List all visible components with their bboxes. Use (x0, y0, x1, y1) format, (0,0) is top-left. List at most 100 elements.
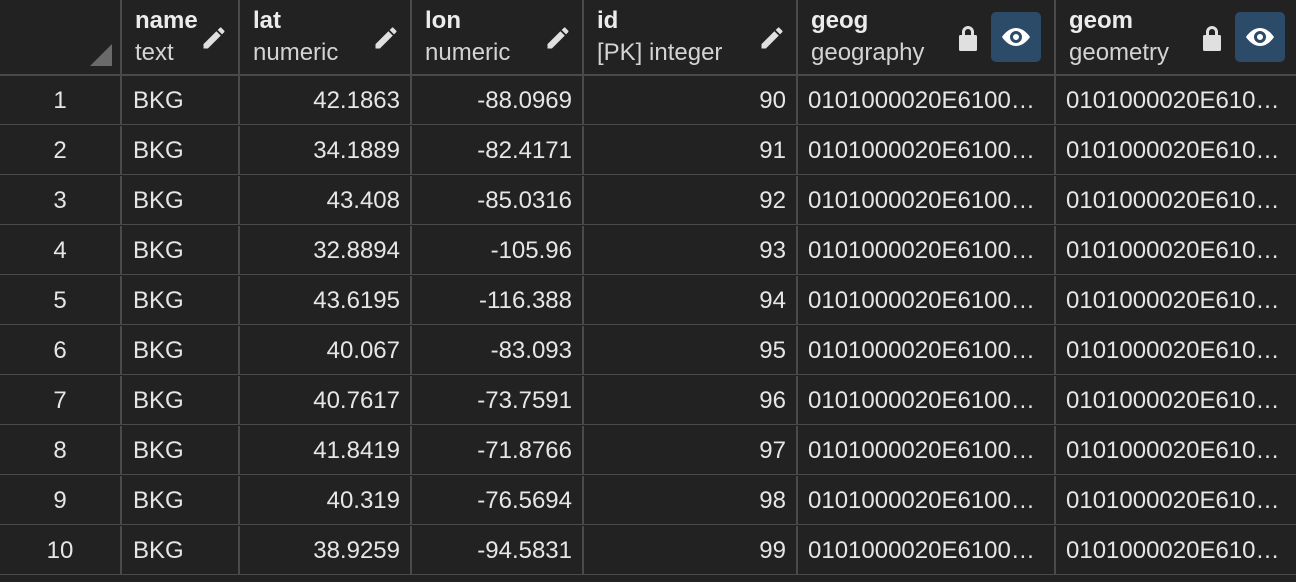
row-number[interactable]: 9 (0, 476, 122, 525)
cell-geom[interactable]: 0101000020E6100… (1056, 526, 1296, 575)
edit-pencil-icon[interactable] (544, 24, 572, 52)
column-name-label: lat (253, 7, 282, 34)
column-name-label: geog (811, 7, 869, 34)
cell-lon[interactable]: -116.388 (412, 276, 584, 325)
cell-id[interactable]: 97 (584, 426, 798, 475)
view-data-button[interactable] (1235, 12, 1285, 62)
column-name-label: id (597, 7, 619, 34)
cell-id[interactable]: 91 (584, 126, 798, 175)
select-all-triangle-icon (90, 44, 112, 66)
cell-name[interactable]: BKG (122, 526, 240, 575)
cell-geog[interactable]: 0101000020E61000… (798, 276, 1056, 325)
cell-geog[interactable]: 0101000020E61000… (798, 376, 1056, 425)
cell-name[interactable]: BKG (122, 76, 240, 125)
cell-geom[interactable]: 0101000020E6100… (1056, 476, 1296, 525)
cell-id[interactable]: 90 (584, 76, 798, 125)
row-number[interactable]: 7 (0, 376, 122, 425)
eye-icon (1246, 28, 1274, 46)
cell-name[interactable]: BKG (122, 376, 240, 425)
cell-id[interactable]: 95 (584, 326, 798, 375)
column-header-geog[interactable]: geog geography (798, 0, 1056, 76)
cell-id[interactable]: 93 (584, 226, 798, 275)
cell-lat[interactable]: 32.8894 (240, 226, 412, 275)
cell-geom[interactable]: 0101000020E6100… (1056, 176, 1296, 225)
column-type-label: geography (811, 39, 925, 66)
cell-geom[interactable]: 0101000020E6100… (1056, 326, 1296, 375)
column-header-id[interactable]: id [PK] integer (584, 0, 798, 76)
cell-name[interactable]: BKG (122, 276, 240, 325)
cell-id[interactable]: 99 (584, 526, 798, 575)
row-number[interactable]: 6 (0, 326, 122, 375)
cell-lat[interactable]: 40.067 (240, 326, 412, 375)
cell-lon[interactable]: -94.5831 (412, 526, 584, 575)
row-number[interactable]: 3 (0, 176, 122, 225)
column-name-label: lon (425, 7, 461, 34)
cell-id[interactable]: 98 (584, 476, 798, 525)
cell-geom[interactable]: 0101000020E6100… (1056, 226, 1296, 275)
lock-icon (1203, 26, 1221, 51)
cell-id[interactable]: 92 (584, 176, 798, 225)
column-header-lon[interactable]: lon numeric (412, 0, 584, 76)
column-header-lat[interactable]: lat numeric (240, 0, 412, 76)
cell-geom[interactable]: 0101000020E6100… (1056, 376, 1296, 425)
cell-geog[interactable]: 0101000020E61000… (798, 126, 1056, 175)
cell-lat[interactable]: 41.8419 (240, 426, 412, 475)
cell-lat[interactable]: 43.408 (240, 176, 412, 225)
cell-lon[interactable]: -88.0969 (412, 76, 584, 125)
cell-geog[interactable]: 0101000020E61000… (798, 226, 1056, 275)
row-number[interactable]: 2 (0, 126, 122, 175)
view-data-button[interactable] (991, 12, 1041, 62)
cell-id[interactable]: 94 (584, 276, 798, 325)
column-header-geom[interactable]: geom geometry (1056, 0, 1296, 76)
column-type-label: numeric (253, 39, 339, 66)
cell-geom[interactable]: 0101000020E6100… (1056, 76, 1296, 125)
cell-lat[interactable]: 43.6195 (240, 276, 412, 325)
row-number[interactable]: 8 (0, 426, 122, 475)
cell-geom[interactable]: 0101000020E6100… (1056, 426, 1296, 475)
cell-geog[interactable]: 0101000020E61000… (798, 176, 1056, 225)
cell-lat[interactable]: 42.1863 (240, 76, 412, 125)
cell-lat[interactable]: 40.7617 (240, 376, 412, 425)
row-number[interactable]: 10 (0, 526, 122, 575)
cell-geog[interactable]: 0101000020E61000… (798, 426, 1056, 475)
eye-icon (1002, 28, 1030, 46)
column-header-name[interactable]: name text (122, 0, 240, 76)
cell-name[interactable]: BKG (122, 226, 240, 275)
cell-geom[interactable]: 0101000020E6100… (1056, 126, 1296, 175)
cell-name[interactable]: BKG (122, 326, 240, 375)
cell-lat[interactable]: 40.319 (240, 476, 412, 525)
cell-lon[interactable]: -71.8766 (412, 426, 584, 475)
cell-lon[interactable]: -73.7591 (412, 376, 584, 425)
cell-lat[interactable]: 34.1889 (240, 126, 412, 175)
column-type-label: geometry (1069, 39, 1170, 66)
cell-lat[interactable]: 38.9259 (240, 526, 412, 575)
column-type-label: [PK] integer (597, 39, 723, 66)
row-number[interactable]: 5 (0, 276, 122, 325)
edit-pencil-icon[interactable] (200, 24, 228, 52)
lock-icon (959, 26, 977, 51)
select-all-corner[interactable] (0, 0, 122, 76)
row-number[interactable]: 1 (0, 76, 122, 125)
cell-lon[interactable]: -85.0316 (412, 176, 584, 225)
cell-geom[interactable]: 0101000020E6100… (1056, 276, 1296, 325)
cell-geog[interactable]: 0101000020E61000… (798, 76, 1056, 125)
cell-lon[interactable]: -82.4171 (412, 126, 584, 175)
cell-name[interactable]: BKG (122, 126, 240, 175)
cell-id[interactable]: 96 (584, 376, 798, 425)
column-type-label: numeric (425, 39, 511, 66)
row-number[interactable]: 4 (0, 226, 122, 275)
edit-pencil-icon[interactable] (758, 24, 786, 52)
cell-lon[interactable]: -76.5694 (412, 476, 584, 525)
cell-lon[interactable]: -83.093 (412, 326, 584, 375)
cell-geog[interactable]: 0101000020E61000… (798, 526, 1056, 575)
cell-name[interactable]: BKG (122, 426, 240, 475)
column-name-label: name (135, 7, 198, 34)
cell-geog[interactable]: 0101000020E61000… (798, 326, 1056, 375)
column-name-label: geom (1069, 7, 1134, 34)
edit-pencil-icon[interactable] (372, 24, 400, 52)
cell-lon[interactable]: -105.96 (412, 226, 584, 275)
cell-name[interactable]: BKG (122, 176, 240, 225)
cell-geog[interactable]: 0101000020E61000… (798, 476, 1056, 525)
cell-name[interactable]: BKG (122, 476, 240, 525)
